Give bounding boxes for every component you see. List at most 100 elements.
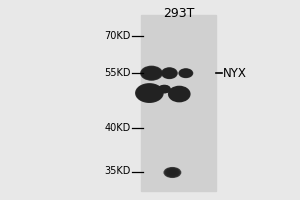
Ellipse shape — [142, 67, 161, 80]
Ellipse shape — [143, 68, 160, 79]
Ellipse shape — [169, 73, 170, 74]
Ellipse shape — [144, 89, 155, 97]
Ellipse shape — [150, 72, 153, 74]
Ellipse shape — [168, 72, 171, 74]
Ellipse shape — [178, 93, 181, 95]
Ellipse shape — [148, 92, 151, 94]
Ellipse shape — [171, 88, 188, 100]
Ellipse shape — [137, 84, 162, 102]
Ellipse shape — [172, 89, 186, 99]
Text: NYX: NYX — [223, 67, 247, 80]
Ellipse shape — [145, 90, 154, 96]
Ellipse shape — [162, 68, 177, 79]
Bar — [141, 15, 216, 191]
Ellipse shape — [168, 72, 171, 74]
Ellipse shape — [179, 69, 192, 77]
Ellipse shape — [185, 73, 186, 74]
Ellipse shape — [147, 70, 156, 76]
Ellipse shape — [183, 71, 189, 75]
Ellipse shape — [162, 88, 167, 90]
Ellipse shape — [169, 170, 176, 175]
Ellipse shape — [175, 91, 184, 97]
Ellipse shape — [142, 88, 157, 98]
Ellipse shape — [138, 85, 161, 101]
Ellipse shape — [179, 69, 193, 78]
Ellipse shape — [177, 92, 182, 96]
Ellipse shape — [135, 83, 164, 103]
Ellipse shape — [184, 72, 188, 74]
Ellipse shape — [165, 70, 174, 77]
Ellipse shape — [178, 68, 193, 78]
Ellipse shape — [171, 171, 174, 174]
Ellipse shape — [167, 71, 172, 75]
Ellipse shape — [185, 72, 187, 74]
Ellipse shape — [167, 169, 178, 176]
Ellipse shape — [140, 87, 158, 99]
Ellipse shape — [180, 69, 192, 77]
Ellipse shape — [162, 87, 167, 91]
Ellipse shape — [149, 72, 154, 75]
Ellipse shape — [160, 86, 169, 92]
Ellipse shape — [169, 87, 189, 101]
Ellipse shape — [163, 69, 176, 78]
Ellipse shape — [147, 91, 152, 95]
Ellipse shape — [173, 89, 186, 99]
Ellipse shape — [162, 68, 177, 78]
Ellipse shape — [142, 67, 160, 79]
Ellipse shape — [145, 69, 158, 78]
Ellipse shape — [164, 89, 165, 90]
Ellipse shape — [159, 85, 170, 93]
Ellipse shape — [148, 71, 155, 75]
Ellipse shape — [146, 69, 157, 77]
Ellipse shape — [176, 91, 183, 97]
Ellipse shape — [148, 92, 150, 94]
Ellipse shape — [181, 70, 190, 76]
Ellipse shape — [140, 86, 159, 100]
Ellipse shape — [159, 86, 169, 92]
Ellipse shape — [176, 92, 182, 96]
Ellipse shape — [139, 86, 160, 100]
Ellipse shape — [159, 86, 170, 93]
Ellipse shape — [172, 88, 187, 100]
Ellipse shape — [141, 66, 162, 80]
Ellipse shape — [169, 86, 190, 102]
Ellipse shape — [174, 90, 184, 98]
Text: 55KD: 55KD — [104, 68, 130, 78]
Ellipse shape — [181, 70, 191, 77]
Ellipse shape — [161, 87, 167, 91]
Ellipse shape — [140, 66, 163, 81]
Ellipse shape — [183, 71, 188, 75]
Ellipse shape — [170, 171, 175, 174]
Text: 70KD: 70KD — [104, 31, 130, 41]
Ellipse shape — [161, 87, 168, 91]
Ellipse shape — [164, 69, 175, 77]
Ellipse shape — [163, 88, 166, 90]
Ellipse shape — [166, 71, 173, 76]
Ellipse shape — [168, 170, 177, 175]
Ellipse shape — [160, 86, 168, 92]
Ellipse shape — [184, 72, 188, 75]
Ellipse shape — [174, 90, 185, 98]
Text: 293T: 293T — [163, 7, 194, 20]
Ellipse shape — [164, 69, 175, 77]
Ellipse shape — [182, 70, 190, 76]
Ellipse shape — [143, 89, 156, 97]
Ellipse shape — [164, 167, 181, 177]
Text: 40KD: 40KD — [104, 123, 130, 133]
Ellipse shape — [158, 85, 171, 93]
Ellipse shape — [172, 172, 173, 173]
Ellipse shape — [164, 167, 181, 178]
Ellipse shape — [167, 71, 172, 75]
Ellipse shape — [178, 94, 180, 95]
Ellipse shape — [163, 88, 166, 90]
Ellipse shape — [170, 87, 188, 101]
Ellipse shape — [146, 91, 153, 96]
Ellipse shape — [165, 70, 174, 76]
Ellipse shape — [147, 70, 155, 76]
Ellipse shape — [144, 68, 159, 78]
Ellipse shape — [161, 67, 178, 79]
Ellipse shape — [165, 168, 180, 177]
Ellipse shape — [136, 84, 163, 102]
Ellipse shape — [151, 73, 152, 74]
Ellipse shape — [160, 87, 168, 92]
